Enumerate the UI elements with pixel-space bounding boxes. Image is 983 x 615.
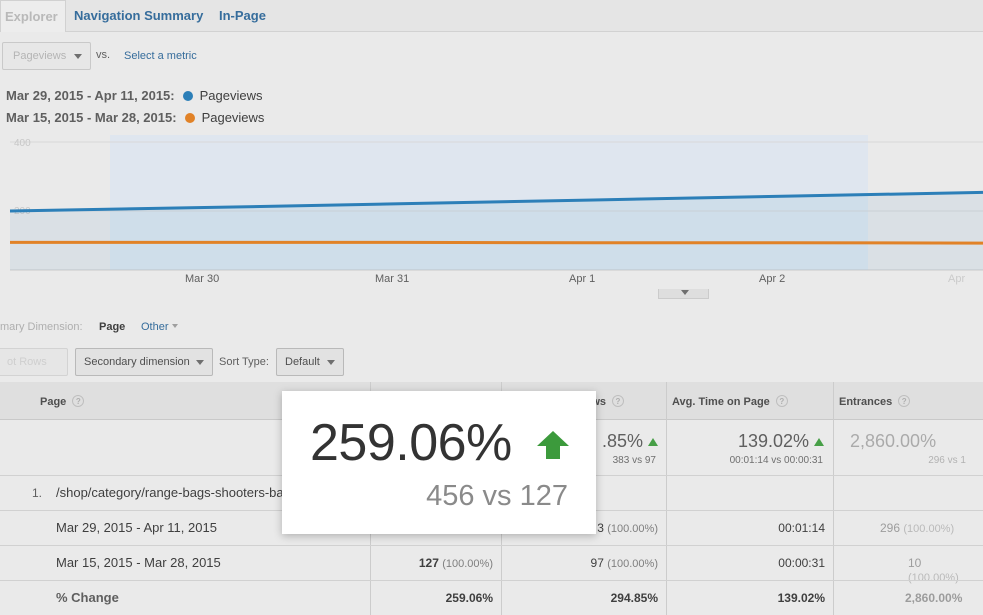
unique-change: 294.85% (610, 591, 658, 605)
summary-entrances-compare: 296 vs 1 (928, 455, 966, 466)
avg-time-value: 00:01:14 (778, 521, 825, 535)
pageviews-value: 127 (100.00%) (380, 556, 493, 570)
chevron-down-icon (681, 290, 689, 295)
summary-value: 139.02% (737, 431, 809, 451)
unique-value: 97 (100.00%) (540, 556, 658, 570)
series-dot-icon (184, 113, 195, 123)
sort-type-select[interactable]: Default (276, 348, 344, 376)
legend-range: Mar 29, 2015 - Apr 11, 2015: (6, 88, 175, 103)
series-line-0 (9, 190, 983, 213)
vs-label: vs. (96, 49, 111, 61)
help-icon[interactable]: ? (775, 395, 788, 407)
y-tick-label: 400 (14, 138, 31, 149)
select-metric-link[interactable]: Select a metric (124, 50, 197, 62)
entrances-change: 2,860.00% (905, 591, 963, 605)
cell-percent: (100.00%) (607, 558, 658, 570)
chevron-down-icon (327, 360, 335, 365)
arrow-up-icon (648, 438, 658, 446)
tab-explorer[interactable]: Explorer (0, 0, 66, 32)
popup-change-value: 259.06% (310, 414, 512, 472)
row-label: % Change (56, 590, 119, 605)
help-icon[interactable]: ? (612, 395, 624, 407)
summary-entrances-change: 2,860.00% (850, 431, 937, 451)
avg-time-value: 00:00:31 (778, 556, 825, 570)
column-header-label: Page (40, 396, 67, 408)
chevron-down-icon (74, 54, 82, 59)
column-divider (833, 382, 834, 615)
legend-range: Mar 15, 2015 - Mar 28, 2015: (6, 110, 177, 125)
series-area (10, 192, 983, 270)
row-divider (0, 545, 983, 546)
legend-metric: Pageviews (199, 88, 263, 103)
report-tabs: Explorer Navigation Summary In-Page (0, 0, 983, 32)
row-label: Mar 29, 2015 - Apr 11, 2015 (56, 520, 217, 535)
arrow-up-icon (814, 438, 824, 446)
cell-value: 127 (418, 556, 439, 570)
cell-percent: (100.00%) (442, 558, 493, 570)
cell-value: 296 (880, 521, 901, 535)
secondary-dimension-label: Secondary dimension (84, 356, 190, 368)
column-header-avg-time[interactable]: Avg. Time on Page? (666, 382, 833, 420)
entrances-value: 10 (100.00%) (880, 556, 975, 584)
column-header-entrances[interactable]: Entrances? (833, 382, 983, 420)
collapse-chart-toggle[interactable] (658, 289, 709, 299)
chevron-down-icon (196, 360, 204, 365)
plot-rows-button[interactable]: ot Rows (0, 348, 68, 376)
column-header-label: Entrances (839, 396, 893, 408)
cell-value: 3 (597, 521, 604, 535)
dimension-option-page[interactable]: Page (99, 321, 126, 333)
legend-metric: Pageviews (201, 110, 265, 125)
summary-avg-time-change: 139.02% (690, 431, 824, 452)
cell-percent: (100.00%) (908, 572, 959, 584)
other-label: Other (141, 321, 169, 333)
row-label: Mar 15, 2015 - Mar 28, 2015 (56, 555, 221, 570)
series-line-1 (10, 240, 983, 245)
row-divider (0, 580, 983, 581)
legend-previous: Mar 15, 2015 - Mar 28, 2015: Pageviews (6, 110, 264, 125)
arrow-up-icon (537, 431, 569, 459)
pageviews-line-chart: 400 200 (9, 135, 983, 271)
x-tick-label: Mar 30 (185, 273, 220, 285)
popup-comparison: 456 vs 127 (426, 480, 568, 512)
row-index: 1. (32, 486, 43, 500)
x-tick-label: Apr (948, 273, 966, 285)
sort-type-label: Sort Type: (219, 356, 269, 368)
entrances-value: 296 (100.00%) (880, 521, 975, 535)
cell-percent: (100.00%) (903, 523, 955, 535)
metric-select-value: Pageviews (13, 50, 67, 62)
metric-select[interactable]: Pageviews (2, 42, 91, 70)
cell-value: 10 (908, 556, 922, 570)
cell-percent: (100.00%) (607, 523, 658, 535)
page-path-link[interactable]: /shop/category/range-bags-shooters-ba (56, 485, 284, 500)
sort-type-value: Default (285, 356, 320, 368)
dimension-option-other[interactable]: Other (141, 321, 178, 333)
pageviews-change: 259.06% (445, 591, 493, 605)
series-dot-icon (182, 91, 193, 101)
help-icon[interactable]: ? (72, 395, 85, 407)
chevron-down-icon (171, 324, 178, 328)
x-tick-label: Mar 31 (375, 273, 410, 285)
x-tick-label: Apr 2 (759, 273, 786, 285)
tab-in-page[interactable]: In-Page (219, 8, 266, 23)
legend-current: Mar 29, 2015 - Apr 11, 2015: Pageviews (6, 88, 263, 103)
summary-unique-compare: 383 vs 97 (612, 455, 656, 466)
unique-value: 3 (100.00%) (560, 521, 658, 535)
x-tick-label: Apr 1 (569, 273, 596, 285)
column-divider (666, 382, 667, 615)
summary-value: .85% (601, 431, 643, 451)
summary-avg-time-compare: 00:01:14 vs 00:00:31 (729, 455, 823, 466)
change-detail-popup: 259.06% 456 vs 127 (282, 391, 596, 534)
help-icon[interactable]: ? (898, 395, 911, 407)
tab-navigation-summary[interactable]: Navigation Summary (74, 8, 204, 23)
summary-unique-change: .85% (540, 431, 658, 452)
secondary-dimension-select[interactable]: Secondary dimension (75, 348, 213, 376)
column-header-label: Avg. Time on Page (672, 396, 770, 408)
avg-time-change: 139.02% (777, 591, 825, 605)
primary-dimension-label: mary Dimension: (0, 321, 83, 333)
cell-value: 97 (590, 556, 604, 570)
